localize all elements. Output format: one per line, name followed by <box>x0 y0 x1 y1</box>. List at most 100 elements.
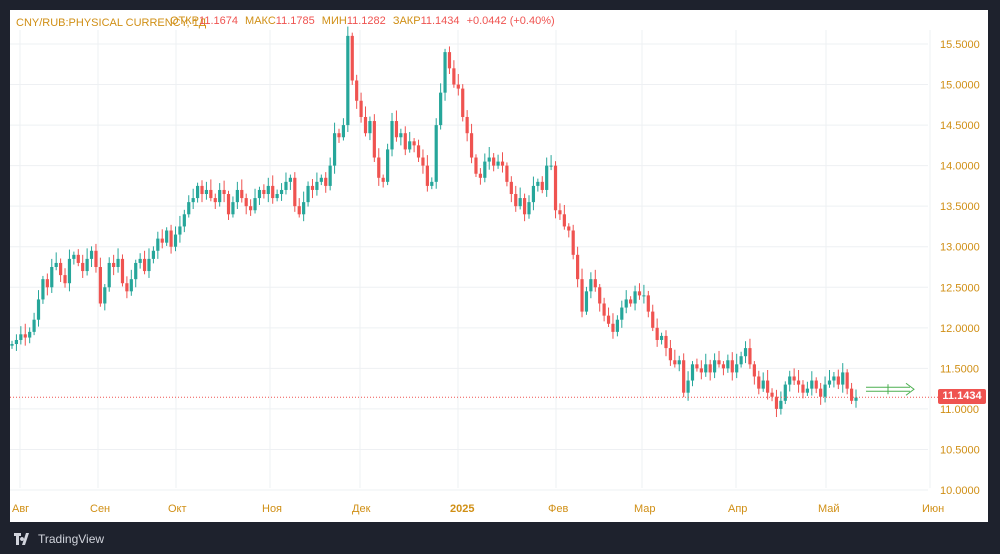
candle-body <box>712 360 717 373</box>
candle-body <box>704 364 708 373</box>
candle-body <box>381 177 385 182</box>
candle-body <box>447 52 452 69</box>
x-tick-label: Окт <box>168 503 187 515</box>
candle-body <box>527 202 531 215</box>
candle-body <box>536 181 540 186</box>
candle-body <box>81 262 85 272</box>
candle-body <box>156 238 160 251</box>
candle-body <box>743 348 748 357</box>
candle-body <box>629 299 633 304</box>
candle-body <box>699 368 703 373</box>
candle-body <box>796 380 801 385</box>
candle-body <box>584 291 589 312</box>
candle-body <box>465 116 469 134</box>
candle-body <box>249 206 253 211</box>
candle-body <box>642 295 646 297</box>
candle-body <box>721 364 726 369</box>
candle-body <box>76 254 80 263</box>
candle-body <box>377 157 381 178</box>
ohlc-legend: ОТКР11.1674 МАКС11.1785 МИН11.1282 ЗАКР1… <box>170 15 555 27</box>
candle-body <box>19 334 23 340</box>
candle-body <box>615 319 619 332</box>
candle-body <box>761 380 765 389</box>
candle-body <box>677 360 681 365</box>
candle-body <box>72 254 76 259</box>
candle-body <box>553 165 558 211</box>
tradingview-logo-icon[interactable] <box>14 533 32 545</box>
candle-body <box>483 161 487 178</box>
last-price-tag: 11.1434 <box>938 389 986 405</box>
candle-body <box>89 250 94 259</box>
candle-body <box>266 185 270 195</box>
candle-body <box>801 384 805 393</box>
candle-body <box>492 157 496 166</box>
candle-body <box>129 279 133 292</box>
chart-header-symbol: CNY/RUB:PHYSICAL CURRENCY, 1Д <box>16 17 207 29</box>
low-label: МИН <box>321 15 347 27</box>
candle-body <box>200 185 204 195</box>
candle-body <box>103 287 107 304</box>
x-tick-label: 2025 <box>450 503 474 515</box>
candle-body <box>673 360 677 365</box>
candle-body <box>849 388 854 401</box>
candle-body <box>222 189 226 195</box>
candle-body <box>85 258 89 272</box>
x-tick-label: Дек <box>352 503 371 515</box>
candle-body <box>45 279 49 288</box>
candle-body <box>147 258 151 272</box>
candle-body <box>792 376 796 381</box>
candle-body <box>98 267 102 304</box>
chart-panel[interactable]: 10.0000 10.5000 11.0000 11.5000 12.0000 12.50… <box>10 10 988 522</box>
price-chart[interactable]: 10.0000 10.5000 11.0000 11.5000 12.0000 12.50… <box>10 10 988 522</box>
candle-body <box>522 198 527 215</box>
candle-body <box>120 258 125 284</box>
candle-body <box>452 68 456 85</box>
candle-body <box>165 230 169 243</box>
y-tick-label: 11.5000 <box>940 363 979 375</box>
x-tick-label: Авг <box>12 503 29 515</box>
y-tick-label: 15.0000 <box>940 80 980 92</box>
candle-body <box>655 327 659 340</box>
candle-body <box>94 250 98 267</box>
y-tick-label: 15.5000 <box>940 39 980 51</box>
candle-body <box>752 364 756 377</box>
candle-body <box>505 165 509 182</box>
candle-body <box>474 157 478 174</box>
candle-body <box>509 181 513 195</box>
y-tick-label: 14.0000 <box>940 161 980 173</box>
candle-body <box>854 397 858 401</box>
candle-body <box>708 364 712 373</box>
candle-body <box>306 185 310 203</box>
x-tick-label: Апр <box>728 503 747 515</box>
candle-body <box>580 279 584 312</box>
candle-body <box>363 116 368 134</box>
tradingview-brand[interactable]: TradingView <box>38 532 105 546</box>
candle-body <box>496 161 500 166</box>
change-value: +0.0442 (+0.40%) <box>466 15 555 27</box>
candle-body <box>54 262 58 267</box>
candle-body <box>620 307 624 320</box>
candlestick-series <box>10 26 858 418</box>
candle-body <box>456 84 460 89</box>
candle-body <box>748 348 752 365</box>
candle-body <box>67 258 72 284</box>
candle-body <box>293 177 297 207</box>
candle-body <box>36 299 41 320</box>
candle-body <box>284 181 288 190</box>
candle-body <box>23 334 27 338</box>
candle-body <box>399 133 403 138</box>
candle-body <box>425 165 429 186</box>
candle-body <box>394 121 399 138</box>
candle-body <box>10 344 14 346</box>
y-tick-label: 12.5000 <box>940 282 980 294</box>
candle-body <box>142 258 147 272</box>
candle-body <box>788 376 792 385</box>
candle-body <box>735 364 739 373</box>
y-tick-label: 13.5000 <box>940 201 980 213</box>
candle-body <box>514 194 518 207</box>
candle-body <box>240 189 244 199</box>
y-tick-label: 14.5000 <box>940 120 980 132</box>
candle-body <box>598 287 602 304</box>
candle-body <box>430 181 434 186</box>
x-tick-label: Мар <box>634 503 656 515</box>
